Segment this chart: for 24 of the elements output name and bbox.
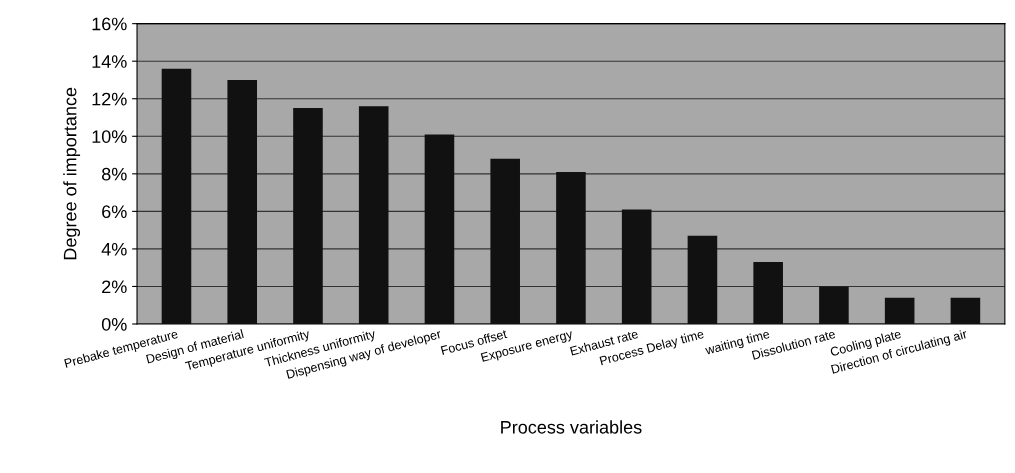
y-tick-label: 12% — [92, 92, 127, 106]
y-tick-label: 4% — [101, 242, 127, 256]
bar — [884, 297, 915, 325]
bar — [424, 134, 455, 325]
x-axis-title: Process variables — [501, 420, 642, 434]
y-axis-title: Degree of importance — [63, 87, 81, 260]
bar — [161, 68, 192, 325]
y-tick-label: 0% — [101, 317, 127, 331]
y-tick-label: 14% — [92, 55, 127, 68]
bar — [227, 79, 258, 325]
bar — [490, 158, 520, 325]
bar — [358, 106, 389, 325]
y-tick-label: 10% — [92, 130, 127, 143]
bar — [753, 262, 783, 325]
y-tick-label: 8% — [101, 167, 127, 181]
y-tick-label: 2% — [102, 280, 127, 294]
bar — [687, 235, 718, 325]
bar — [621, 209, 652, 325]
y-tick-label: 16% — [92, 17, 127, 31]
bar — [950, 297, 981, 325]
y-tick-label: 6% — [102, 205, 127, 219]
bar — [556, 171, 586, 325]
bar — [819, 286, 849, 325]
bar — [293, 108, 323, 325]
